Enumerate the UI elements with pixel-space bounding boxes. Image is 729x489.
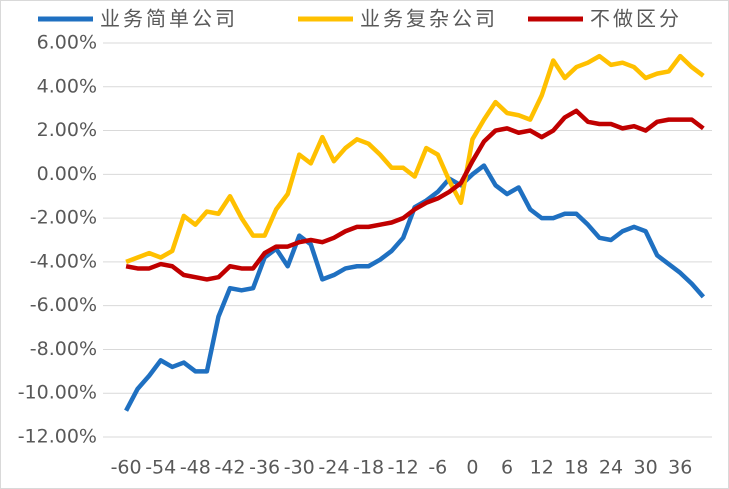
x-tick-label: -18 [353,457,384,479]
y-tick-label: -10.00% [18,382,97,404]
series-line [125,53,705,264]
x-tick-label: -48 [180,457,211,479]
x-tick-label: 36 [668,457,692,479]
y-tick-label: 6.00% [37,32,97,54]
y-tick-label: -2.00% [30,207,97,229]
x-tick-label: 18 [564,457,588,479]
x-tick-label: 30 [634,457,658,479]
x-tick-label: 24 [599,457,623,479]
y-tick-label: 2.00% [37,119,97,141]
legend-label: 业务简单公司 [100,7,238,31]
x-tick-label: -42 [214,457,245,479]
y-tick-label: -8.00% [30,338,97,360]
x-tick-label: -36 [249,457,280,479]
x-tick-label: -24 [318,457,349,479]
x-tick-label: -60 [111,457,142,479]
legend-label: 业务复杂公司 [360,7,498,31]
y-tick-label: 4.00% [37,75,97,97]
y-tick-label: -4.00% [30,250,97,272]
x-tick-label: 6 [501,457,513,479]
y-tick-label: -12.00% [18,426,97,448]
y-tick-label: 0.00% [37,163,97,185]
x-tick-label: -12 [388,457,419,479]
x-tick-label: 12 [530,457,554,479]
x-tick-label: -30 [284,457,315,479]
x-tick-label: 0 [466,457,478,479]
x-tick-label: -6 [428,457,447,479]
series-line [125,108,705,282]
x-tick-label: -54 [145,457,176,479]
legend-label: 不做区分 [590,7,682,31]
y-tick-label: -6.00% [30,294,97,316]
